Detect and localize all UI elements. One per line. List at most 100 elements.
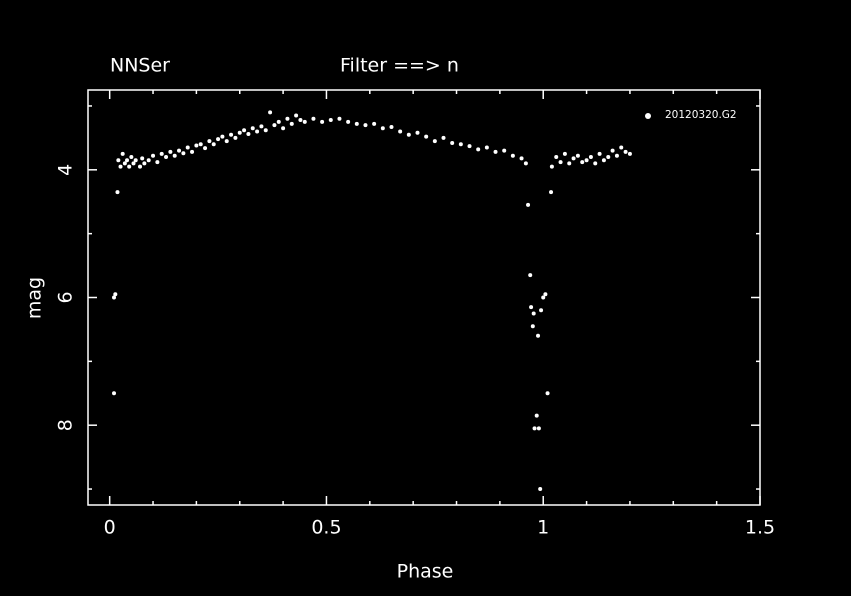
data-point xyxy=(519,156,524,161)
data-point xyxy=(610,148,615,153)
data-point xyxy=(502,148,507,153)
data-point xyxy=(549,164,554,169)
data-point xyxy=(311,116,316,121)
data-point xyxy=(133,158,138,163)
data-point xyxy=(593,161,598,166)
data-point xyxy=(146,158,151,163)
data-point xyxy=(320,119,325,124)
data-point xyxy=(510,153,515,158)
data-point xyxy=(530,324,535,329)
data-point xyxy=(523,161,528,166)
data-point xyxy=(432,139,437,144)
data-point xyxy=(389,125,394,130)
data-point xyxy=(250,126,255,131)
data-point xyxy=(138,164,143,169)
data-point xyxy=(354,121,359,126)
data-point xyxy=(194,143,199,148)
data-point xyxy=(328,118,333,123)
data-point xyxy=(467,144,472,149)
data-point xyxy=(541,295,546,300)
data-point xyxy=(203,146,208,151)
data-point xyxy=(619,145,624,150)
data-point xyxy=(562,151,567,156)
data-point xyxy=(549,190,554,195)
data-point xyxy=(263,128,268,133)
data-point xyxy=(415,130,420,135)
plot-frame xyxy=(87,89,761,506)
x-tick-label: 1.5 xyxy=(745,517,775,539)
data-point xyxy=(450,140,455,145)
data-point xyxy=(237,130,242,135)
chart-subtitle: Filter ==> n xyxy=(340,55,459,77)
data-point xyxy=(302,119,307,124)
x-tick-label: 0.5 xyxy=(311,517,341,539)
data-point xyxy=(580,160,585,165)
data-point xyxy=(538,487,543,492)
x-tick-label: 1 xyxy=(537,517,549,539)
data-point xyxy=(398,129,403,134)
data-point xyxy=(614,153,619,158)
data-point xyxy=(229,132,234,137)
data-point xyxy=(115,190,120,195)
data-point xyxy=(627,151,632,156)
data-point xyxy=(120,151,125,156)
data-point xyxy=(268,110,273,115)
data-point xyxy=(177,148,182,153)
data-point xyxy=(172,153,177,158)
data-point xyxy=(545,391,550,396)
data-point xyxy=(159,151,164,156)
data-point xyxy=(289,121,294,126)
data-point xyxy=(255,129,260,134)
y-tick-label: 4 xyxy=(55,164,77,176)
data-point xyxy=(441,135,446,140)
data-point xyxy=(558,160,563,165)
data-point xyxy=(113,292,118,297)
data-point xyxy=(168,149,173,154)
data-point xyxy=(155,160,160,165)
data-point xyxy=(476,147,481,152)
data-point xyxy=(363,123,368,128)
data-point xyxy=(536,333,541,338)
data-point xyxy=(131,161,136,166)
legend-marker xyxy=(645,113,651,119)
data-point xyxy=(380,126,385,131)
data-point xyxy=(601,158,606,163)
data-point xyxy=(285,116,290,121)
data-point xyxy=(224,139,229,144)
legend-label: 20120320.G2 xyxy=(665,109,737,121)
data-point xyxy=(406,132,411,137)
data-point xyxy=(298,118,303,123)
data-point xyxy=(424,134,429,139)
data-point xyxy=(337,116,342,121)
data-point xyxy=(272,123,277,128)
data-point xyxy=(623,149,628,154)
data-point xyxy=(112,391,117,396)
x-axis-label: Phase xyxy=(397,561,454,583)
data-point xyxy=(536,426,541,431)
data-point xyxy=(597,151,602,156)
data-point xyxy=(534,413,539,418)
data-point xyxy=(125,158,130,163)
data-point xyxy=(606,155,611,160)
data-point xyxy=(567,161,572,166)
y-tick-label: 8 xyxy=(55,419,77,431)
data-point xyxy=(142,161,147,166)
data-point xyxy=(242,128,247,133)
data-point xyxy=(129,155,134,160)
data-point xyxy=(571,156,576,161)
data-point xyxy=(190,149,195,154)
data-point xyxy=(151,153,156,158)
data-point xyxy=(118,164,123,169)
data-point xyxy=(575,153,580,158)
data-point xyxy=(276,119,281,124)
data-point xyxy=(346,119,351,124)
data-point xyxy=(116,158,121,163)
data-point xyxy=(493,149,498,154)
data-point xyxy=(259,124,264,129)
data-point xyxy=(543,292,548,297)
data-point xyxy=(127,164,132,169)
data-point xyxy=(281,126,286,131)
data-point xyxy=(220,134,225,139)
data-point xyxy=(207,139,212,144)
